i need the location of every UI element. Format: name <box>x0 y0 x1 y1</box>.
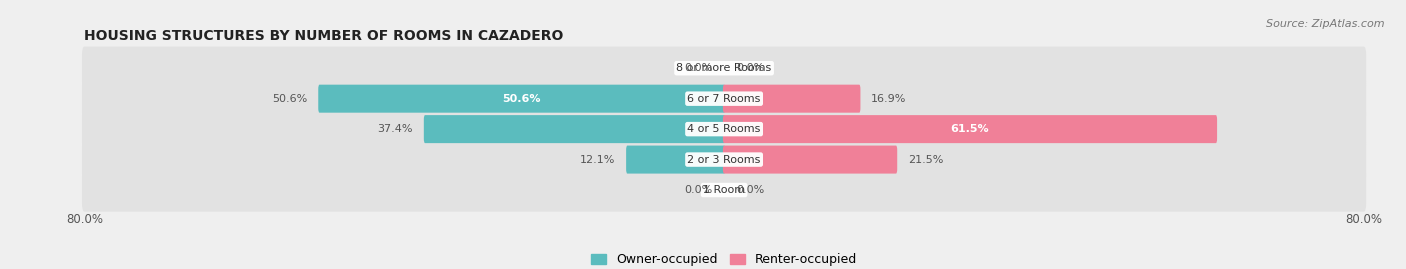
FancyBboxPatch shape <box>82 168 1367 212</box>
Text: 37.4%: 37.4% <box>378 124 413 134</box>
FancyBboxPatch shape <box>626 146 725 174</box>
Text: 0.0%: 0.0% <box>737 185 765 195</box>
FancyBboxPatch shape <box>423 115 725 143</box>
FancyBboxPatch shape <box>318 85 725 113</box>
Text: 8 or more Rooms: 8 or more Rooms <box>676 63 772 73</box>
Text: 1 Room: 1 Room <box>703 185 745 195</box>
Text: 12.1%: 12.1% <box>579 155 616 165</box>
Text: 21.5%: 21.5% <box>908 155 943 165</box>
Legend: Owner-occupied, Renter-occupied: Owner-occupied, Renter-occupied <box>586 248 862 269</box>
Text: 0.0%: 0.0% <box>683 63 711 73</box>
Text: 0.0%: 0.0% <box>683 185 711 195</box>
Text: 2 or 3 Rooms: 2 or 3 Rooms <box>688 155 761 165</box>
FancyBboxPatch shape <box>723 85 860 113</box>
FancyBboxPatch shape <box>723 146 897 174</box>
FancyBboxPatch shape <box>723 115 1218 143</box>
FancyBboxPatch shape <box>82 47 1367 90</box>
Text: 50.6%: 50.6% <box>273 94 308 104</box>
Text: 4 or 5 Rooms: 4 or 5 Rooms <box>688 124 761 134</box>
Text: 0.0%: 0.0% <box>737 63 765 73</box>
Text: HOUSING STRUCTURES BY NUMBER OF ROOMS IN CAZADERO: HOUSING STRUCTURES BY NUMBER OF ROOMS IN… <box>84 29 564 43</box>
Text: Source: ZipAtlas.com: Source: ZipAtlas.com <box>1267 19 1385 29</box>
Text: 16.9%: 16.9% <box>872 94 907 104</box>
Text: 50.6%: 50.6% <box>502 94 541 104</box>
FancyBboxPatch shape <box>82 138 1367 181</box>
Text: 6 or 7 Rooms: 6 or 7 Rooms <box>688 94 761 104</box>
FancyBboxPatch shape <box>82 108 1367 151</box>
Text: 61.5%: 61.5% <box>950 124 990 134</box>
FancyBboxPatch shape <box>82 77 1367 120</box>
